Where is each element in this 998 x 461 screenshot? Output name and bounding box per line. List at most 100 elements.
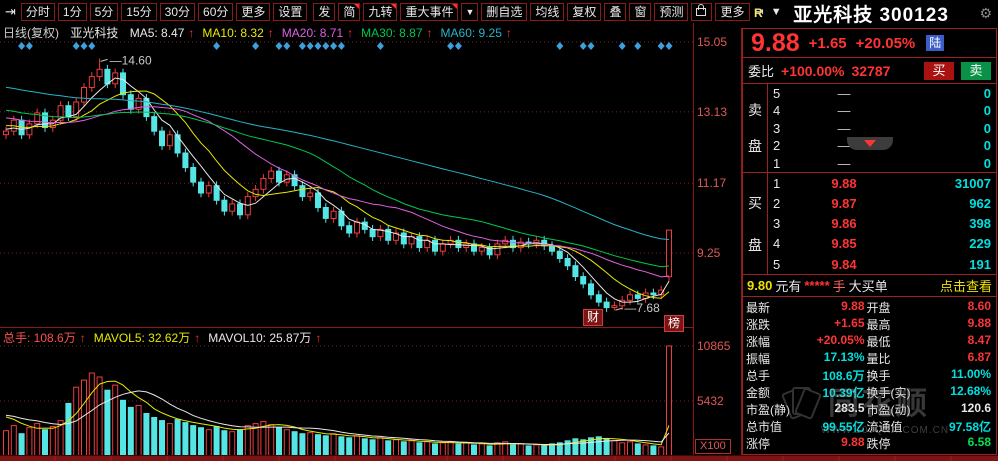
event-diamond-marker[interactable] <box>337 42 345 50</box>
event-diamond-marker[interactable] <box>376 42 384 50</box>
buy-queue-row[interactable]: 3 9.86 398 <box>768 216 996 231</box>
sell-queue-row[interactable]: 1 — 0 <box>768 156 996 171</box>
volume-bar <box>510 444 516 456</box>
event-diamond-marker[interactable] <box>454 42 462 50</box>
toolbar-button-1分[interactable]: 1分 <box>57 2 87 21</box>
event-diamond-marker[interactable] <box>657 42 665 50</box>
last-price-row: 9.88 +1.65 +20.05% 陆 <box>743 29 996 57</box>
event-diamond-marker[interactable] <box>275 42 283 50</box>
ranking-badge[interactable]: 榜 <box>664 315 685 332</box>
order-imbalance-row: 委比 +100.00% 32787 买 卖 <box>743 57 996 83</box>
up-arrow-icon: ↑ <box>426 26 433 40</box>
ma-value: MA10: 8.32 <box>202 26 264 40</box>
bottom-tab-bar[interactable] <box>0 455 998 461</box>
toolbar-button-重大事件[interactable]: 重大事件 <box>400 2 459 21</box>
queue-level: 1 <box>773 156 781 172</box>
queue-level: 3 <box>773 120 781 136</box>
event-diamond-marker[interactable] <box>213 42 221 50</box>
big-order-view-link[interactable]: 点击查看 <box>939 279 992 295</box>
toolbar-button-分时[interactable]: 分时 <box>20 2 55 21</box>
finance-badge[interactable]: 财 <box>583 309 604 326</box>
volume-bar <box>276 427 282 456</box>
buy-queue-row[interactable]: 1 9.88 31007 <box>768 176 996 191</box>
queue-level: 5 <box>773 256 781 272</box>
mavol10-line <box>5 390 670 446</box>
ma20-line <box>5 106 670 278</box>
stat-label: 开盘 <box>866 301 891 315</box>
event-diamond-marker[interactable] <box>587 42 595 50</box>
toolbar-button-5分[interactable]: 5分 <box>89 2 119 21</box>
volume-bar <box>424 441 431 456</box>
stock-title-bar: R 亚光科技 300123 ⚙ <box>742 0 998 26</box>
ma-value: MA20: 8.71 <box>281 26 344 40</box>
axis-panel-divider <box>741 28 742 455</box>
toolbar-button-更多[interactable]: 更多 <box>236 2 271 21</box>
candlestick-chart[interactable]: —14.60 —7.68 <box>0 40 693 328</box>
event-diamond-marker[interactable] <box>252 42 260 50</box>
queue-price: 9.88 <box>831 176 857 192</box>
volume-bar <box>174 419 181 456</box>
buy-button[interactable]: 买 <box>924 61 954 80</box>
sell-button[interactable]: 卖 <box>961 61 991 80</box>
event-diamond-marker[interactable] <box>88 42 96 50</box>
volume-bar <box>205 429 212 456</box>
toolbar-button-15分[interactable]: 15分 <box>121 2 157 21</box>
event-diamond-marker[interactable] <box>306 42 314 50</box>
toolbar-button-发[interactable]: 发 <box>313 2 336 21</box>
stock-name-code: 亚光科技 300123 <box>793 4 949 26</box>
toolbar-button-▼[interactable]: ▼ <box>461 2 479 21</box>
toolbar-button-叠[interactable]: 叠 <box>604 2 627 21</box>
toolbar-button-窗[interactable]: 窗 <box>629 2 652 21</box>
event-diamond-marker[interactable] <box>618 42 626 50</box>
low-annotation-arrow <box>615 307 623 311</box>
queue-level: 1 <box>773 176 781 192</box>
stat-value: 97.58亿 <box>948 420 991 434</box>
event-diamond-marker[interactable] <box>634 42 642 50</box>
volume-bar <box>49 426 56 456</box>
event-diamond-marker[interactable] <box>322 42 330 50</box>
toolbar-button-更多[interactable]: 更多 <box>715 2 750 21</box>
buy-queue-row[interactable]: 5 9.84 191 <box>768 257 996 272</box>
event-diamond-marker[interactable] <box>330 42 338 50</box>
event-diamond-marker[interactable] <box>447 42 455 50</box>
toolbar-button-设置[interactable]: 设置 <box>273 2 308 21</box>
margin-trading-badge: R <box>754 6 763 20</box>
event-diamond-marker[interactable] <box>314 42 322 50</box>
queue-volume: 229 <box>969 236 991 252</box>
sell-queue-row[interactable]: 5 — 0 <box>768 86 996 101</box>
toolbar-glyph[interactable]: ▼ <box>770 5 782 18</box>
toolbar-button-删自选[interactable]: 删自选 <box>481 2 528 21</box>
event-diamond-marker[interactable] <box>72 42 80 50</box>
event-diamond-marker[interactable] <box>25 42 33 50</box>
toolbar-button-复权[interactable]: 复权 <box>567 2 602 21</box>
buy-queue-row[interactable]: 4 9.85 229 <box>768 236 996 251</box>
event-diamond-marker[interactable] <box>298 42 306 50</box>
event-diamond-marker[interactable] <box>18 42 26 50</box>
toolbar-button-预测[interactable]: 预测 <box>654 2 689 21</box>
collapse-panel-icon[interactable]: ⇥ <box>5 3 16 19</box>
gear-icon[interactable]: ⚙ <box>979 4 992 21</box>
event-diamond-marker[interactable] <box>283 42 291 50</box>
volume-bar <box>486 445 493 456</box>
event-diamond-marker[interactable] <box>665 42 673 50</box>
lock-icon-button[interactable] <box>691 2 713 21</box>
toolbar-button-60分[interactable]: 60分 <box>198 2 234 21</box>
toolbar-button-30分[interactable]: 30分 <box>159 2 196 21</box>
quote-panel: 9.88 +1.65 +20.05% 陆 委比 +100.00% 32787 买… <box>742 28 997 455</box>
toolbar-button-简[interactable]: 简 <box>338 2 361 21</box>
volume-chart[interactable] <box>0 344 693 456</box>
price-change-pct: +20.05% <box>855 34 916 52</box>
volume-bar <box>611 440 618 456</box>
toolbar-glyph[interactable]: ⇥ <box>754 6 764 18</box>
collapse-chevron-tab[interactable] <box>846 137 893 151</box>
toolbar-button-均线[interactable]: 均线 <box>530 2 565 21</box>
event-diamond-marker[interactable] <box>579 42 587 50</box>
sell-queue-row[interactable]: 3 — 0 <box>768 121 996 136</box>
volume-bar <box>541 445 548 456</box>
stat-value: 120.6 <box>960 401 991 415</box>
buy-queue-row[interactable]: 2 9.87 962 <box>768 196 996 211</box>
event-diamond-marker[interactable] <box>556 42 564 50</box>
event-diamond-marker[interactable] <box>80 42 88 50</box>
sell-queue-row[interactable]: 4 — 0 <box>768 103 996 118</box>
toolbar-button-九转[interactable]: 九转 <box>363 2 398 21</box>
